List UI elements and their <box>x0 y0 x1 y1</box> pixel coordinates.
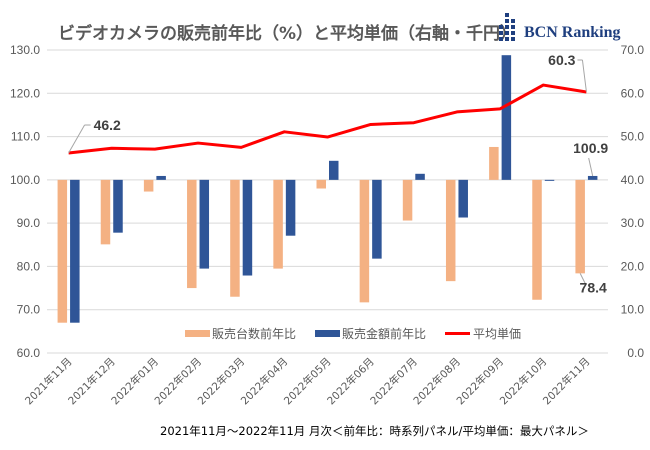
bar-sales-yoy <box>113 179 123 233</box>
bar-sales-yoy <box>501 55 512 180</box>
right-tick-label: 10.0 <box>621 303 645 317</box>
legend-label-sales: 販売金額前年比 <box>342 326 426 341</box>
bar-units-yoy <box>230 179 240 297</box>
bar-units-yoy <box>489 146 499 180</box>
left-tick-label: 130.0 <box>10 43 40 57</box>
bar-sales-yoy <box>587 175 598 180</box>
left-tick-label: 80.0 <box>17 259 41 273</box>
logo-dot <box>505 13 509 17</box>
logo-dot <box>511 31 515 35</box>
bar-units-yoy <box>445 179 456 282</box>
leader-line <box>581 59 587 93</box>
data-label: 100.9 <box>573 140 608 156</box>
legend-label-units: 販売台数前年比 <box>212 326 296 341</box>
legend-swatch-units <box>185 330 210 337</box>
logo-dot <box>511 19 515 23</box>
legend: 販売台数前年比 販売金額前年比 平均単価 <box>185 326 521 341</box>
logo-dot <box>511 25 515 29</box>
bar-units-yoy <box>402 179 413 221</box>
bar-units-yoy <box>57 179 68 323</box>
legend-label-price: 平均単価 <box>473 327 521 341</box>
right-tick-label: 20.0 <box>621 259 645 273</box>
bar-units-yoy <box>143 179 154 192</box>
bcn-logo: BCN Ranking <box>499 13 620 41</box>
left-tick-label: 70.0 <box>17 303 41 317</box>
data-label: 78.4 <box>580 279 607 295</box>
bar-units-yoy <box>575 179 585 274</box>
right-axis: 0.0 10.0 20.0 30.0 40.0 50.0 60.0 70.0 <box>621 43 645 360</box>
left-tick-label: 100.0 <box>10 173 40 187</box>
bar-sales-yoy <box>372 179 382 259</box>
left-tick-label: 120.0 <box>10 86 40 100</box>
left-axis: 60.0 70.0 80.0 90.0 100.0 110.0 120.0 130.0 <box>10 43 40 360</box>
left-tick-label: 110.0 <box>11 130 40 144</box>
bar-sales-yoy <box>544 179 555 181</box>
bar-sales-yoy <box>415 173 425 180</box>
bar-units-yoy <box>532 179 542 300</box>
bar-sales-yoy <box>70 179 80 323</box>
logo-dot <box>499 25 503 29</box>
bcn-logo-icon <box>499 13 515 41</box>
bars <box>57 55 598 323</box>
bar-units-yoy <box>100 179 111 245</box>
bar-sales-yoy <box>285 179 296 236</box>
bar-units-yoy <box>316 179 326 189</box>
bar-units-yoy <box>273 179 283 269</box>
right-tick-label: 50.0 <box>621 130 645 144</box>
bar-sales-yoy <box>458 179 468 218</box>
logo-dot <box>511 37 515 41</box>
right-tick-label: 70.0 <box>621 43 645 57</box>
leader-line <box>579 273 586 284</box>
logo-dot <box>505 19 509 23</box>
data-label: 46.2 <box>94 117 121 133</box>
bar-units-yoy <box>187 179 197 289</box>
leader-line <box>588 157 594 177</box>
legend-swatch-sales <box>315 330 340 337</box>
data-labels: 46.2 60.3 100.9 78.4 <box>68 52 608 295</box>
logo-dot <box>505 31 509 35</box>
leader-line <box>68 124 86 154</box>
x-axis: 2021年11月2021年12月2022年01月2022年02月2022年03月… <box>22 355 592 407</box>
bar-sales-yoy <box>242 179 253 276</box>
bar-sales-yoy <box>329 160 339 180</box>
logo-dot <box>505 25 509 29</box>
logo-dot <box>499 37 503 41</box>
chart-title: ビデオカメラの販売前年比（%）と平均単価（右軸・千円） <box>58 23 517 44</box>
data-label: 60.3 <box>548 52 575 68</box>
right-tick-label: 40.0 <box>621 173 645 187</box>
logo-dot <box>499 31 503 35</box>
right-tick-label: 0.0 <box>627 346 644 360</box>
legend-swatch-price <box>445 332 470 335</box>
footer-note: 2021年11月～2022年11月 月次＜前年比：時系列パネル/平均単価：最大パ… <box>160 424 589 438</box>
right-tick-label: 30.0 <box>621 216 645 230</box>
bar-units-yoy <box>359 179 370 303</box>
logo-dot <box>505 37 509 41</box>
bar-sales-yoy <box>199 179 210 269</box>
bar-sales-yoy <box>156 175 166 180</box>
gridlines <box>47 49 608 354</box>
brand-label: BCN Ranking <box>524 24 620 41</box>
left-tick-label: 90.0 <box>17 216 41 230</box>
left-tick-label: 60.0 <box>17 346 41 360</box>
right-tick-label: 60.0 <box>621 86 645 100</box>
